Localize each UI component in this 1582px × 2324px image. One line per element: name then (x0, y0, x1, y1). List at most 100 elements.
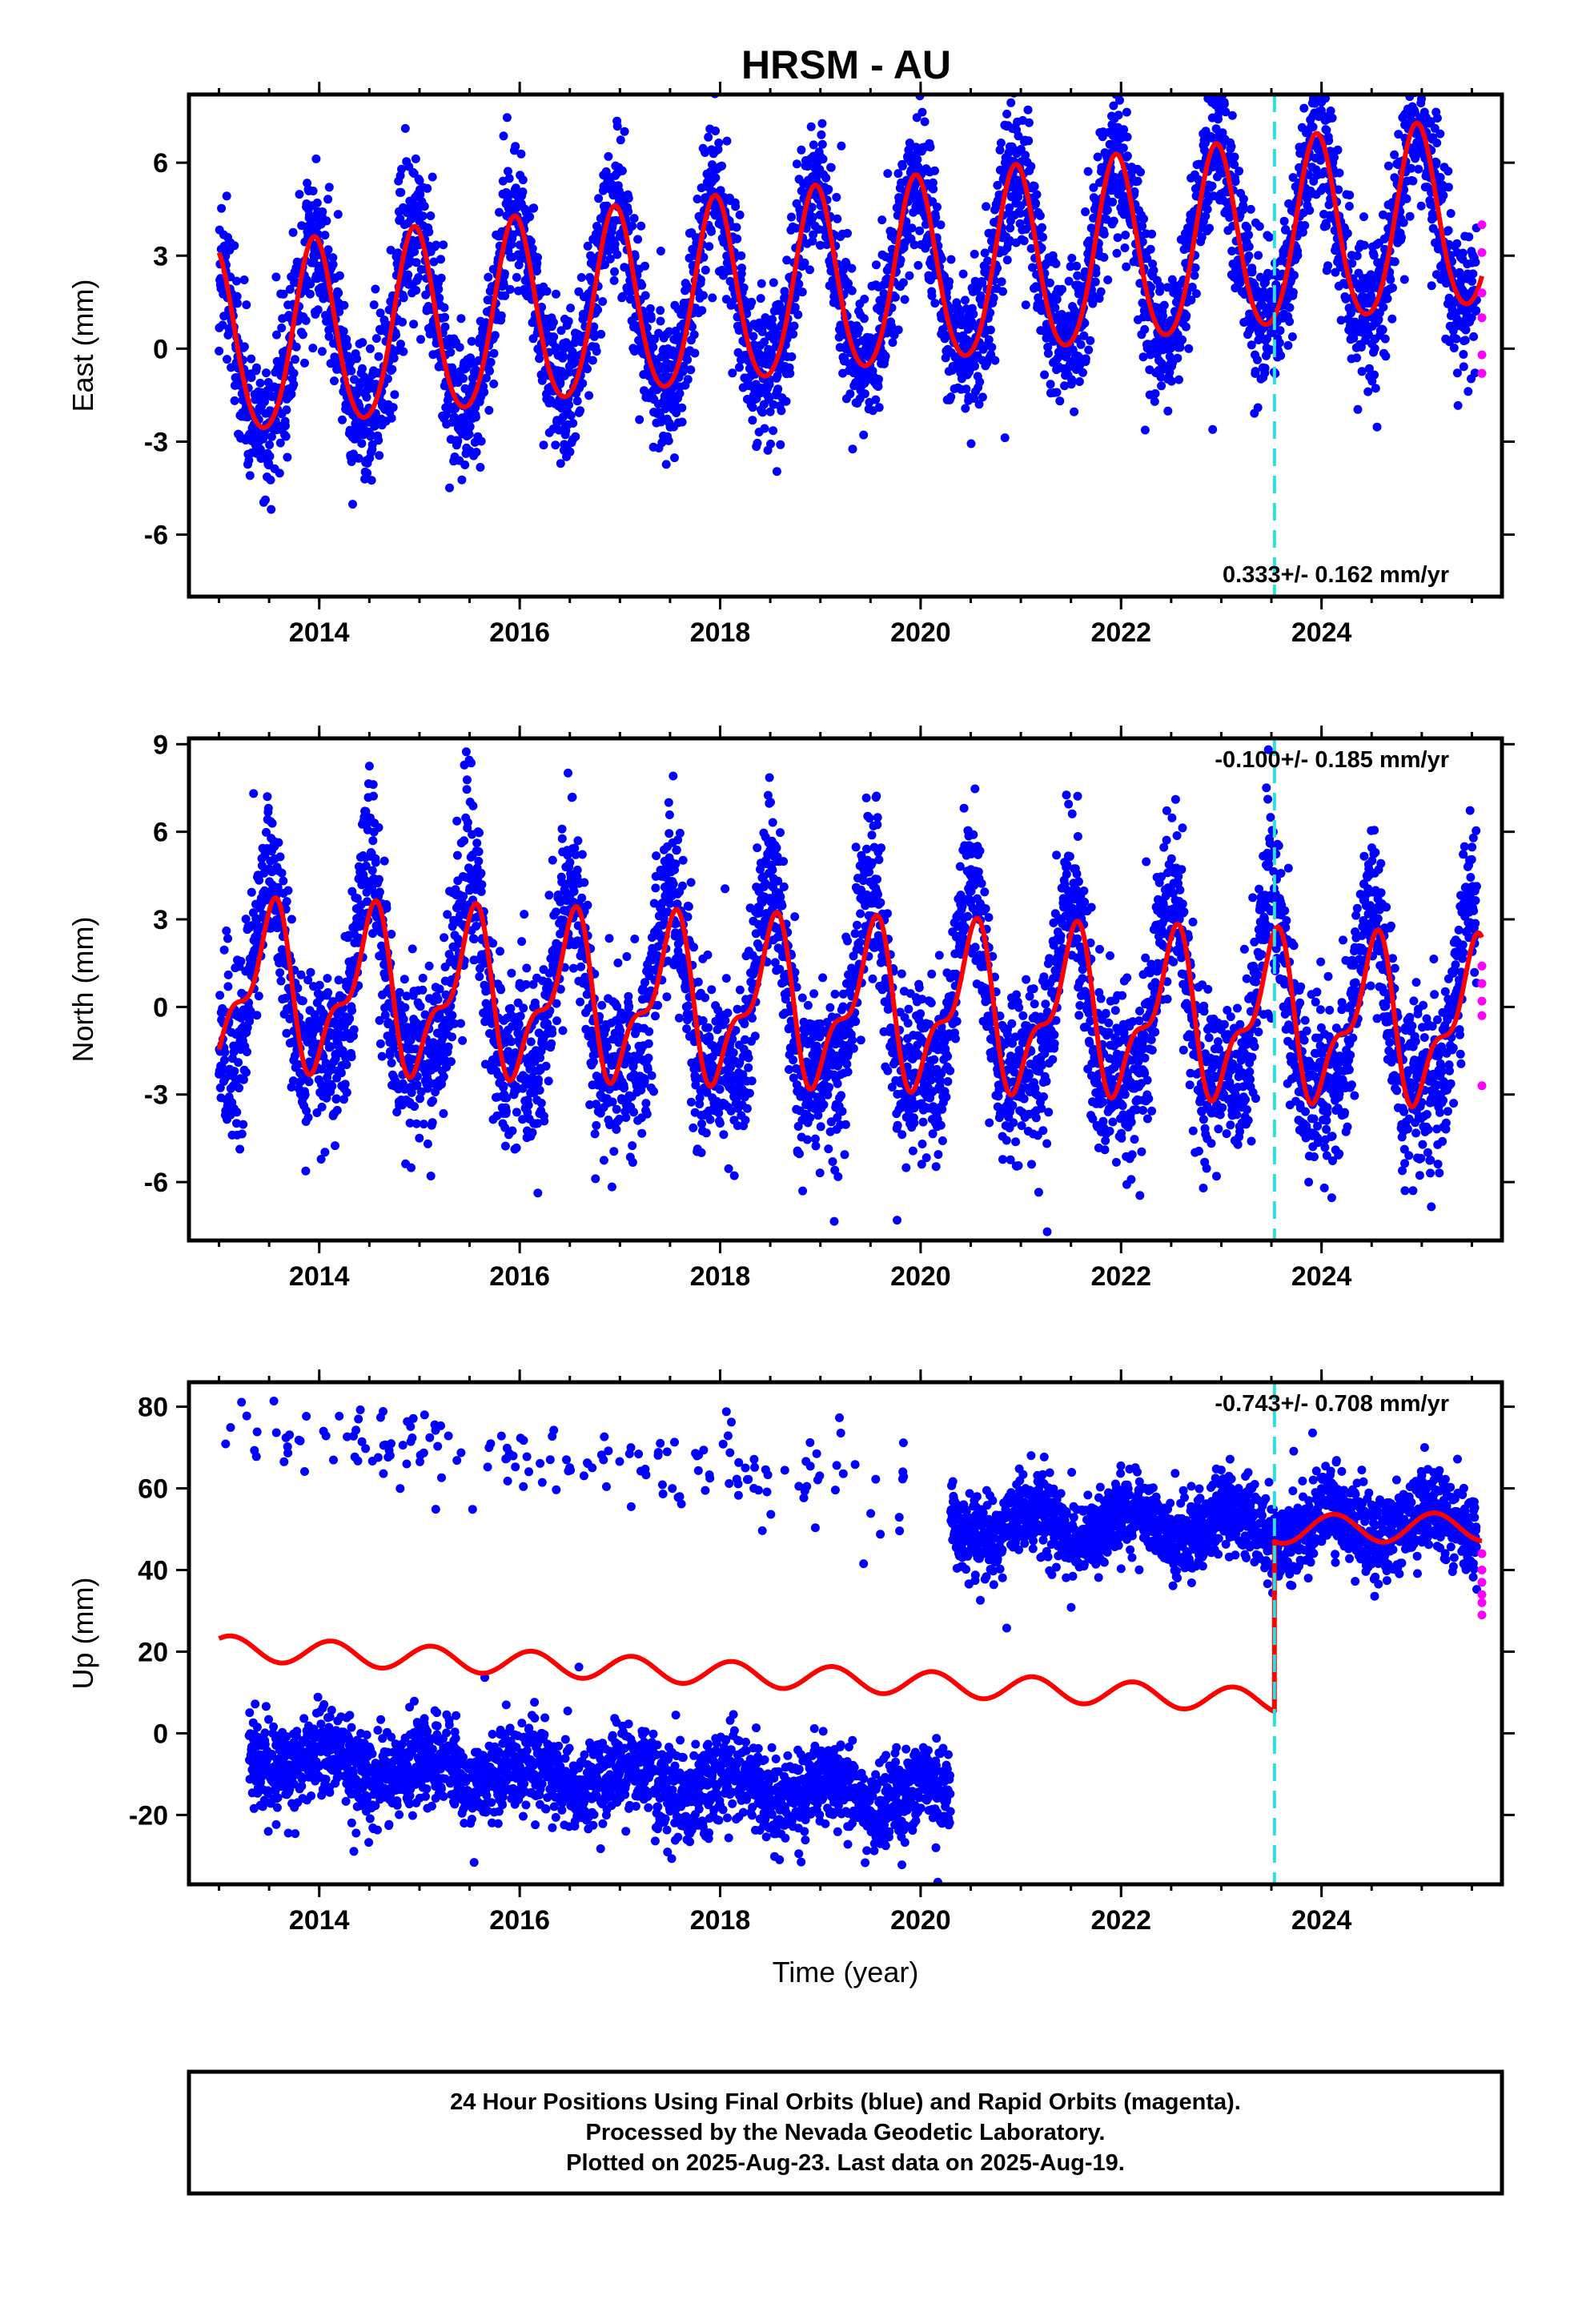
data-point-final (275, 968, 285, 978)
data-point-final (1427, 281, 1436, 291)
data-point-final (1287, 332, 1297, 341)
data-point-final (495, 207, 504, 217)
data-point-final (347, 366, 356, 376)
data-point-final (465, 422, 475, 432)
data-point-final (239, 1120, 248, 1129)
data-point-final (357, 439, 367, 448)
data-point-final (1182, 311, 1191, 320)
data-point-final (833, 214, 842, 223)
data-point-final (306, 219, 315, 229)
data-point-final (342, 335, 351, 344)
data-point-final (990, 356, 1000, 365)
data-point-final (826, 163, 836, 172)
data-point-final (1076, 340, 1086, 349)
data-point-final (1378, 325, 1387, 335)
data-point-final (335, 271, 344, 280)
data-point-final (1383, 294, 1392, 304)
data-point-final (1214, 115, 1223, 124)
data-point-final (1409, 49, 1418, 58)
data-point-final (1174, 375, 1183, 384)
data-point-final (859, 430, 869, 440)
data-point-final (1121, 231, 1130, 239)
data-point-final (1327, 113, 1337, 123)
data-point-final (1307, 75, 1315, 84)
data-point-final (640, 291, 650, 300)
data-point-final (1122, 262, 1131, 271)
data-point-final (915, 226, 925, 235)
velocity-rate-label: 0.333+/- 0.162 mm/yr (1223, 562, 1449, 588)
data-point-final (512, 272, 521, 282)
data-point-final (769, 278, 778, 287)
data-point-final (854, 324, 864, 334)
data-point-final (1139, 214, 1149, 223)
data-point-final (1081, 207, 1090, 216)
data-point-final (1352, 353, 1362, 363)
data-point-final (1114, 111, 1123, 120)
data-point-final (390, 390, 400, 400)
data-point-final (1166, 376, 1176, 386)
data-point-final (300, 358, 309, 368)
data-point-final (588, 356, 597, 365)
data-point-final (265, 452, 275, 461)
data-point-final (766, 439, 775, 448)
data-point-final (276, 976, 286, 986)
data-point-final (1443, 167, 1453, 176)
data-point-final (1067, 253, 1077, 263)
data-point-final (234, 1058, 243, 1068)
data-point-final (817, 139, 827, 149)
data-point-final (215, 991, 225, 1000)
data-point-final (434, 284, 444, 294)
data-point-final (656, 306, 665, 316)
data-point-final (1363, 387, 1373, 396)
data-point-final (1380, 334, 1390, 344)
data-point-final (1231, 177, 1240, 187)
data-point-final (481, 373, 491, 383)
data-point-final (1244, 251, 1254, 260)
data-point-final (223, 934, 232, 943)
data-point-final (515, 240, 524, 250)
data-point-final (1275, 338, 1284, 348)
data-point-final (1207, 181, 1217, 191)
data-point-final (1293, 251, 1303, 260)
data-point-final (1157, 381, 1166, 391)
data-point-final (1026, 162, 1036, 171)
data-point-final (1210, 66, 1219, 75)
data-point-final (500, 269, 509, 279)
data-point-final (1038, 232, 1047, 242)
data-point-final (1276, 351, 1286, 360)
data-point-final (312, 198, 322, 207)
data-point-final (1024, 118, 1034, 127)
data-point-final (366, 430, 375, 440)
data-point-final (1155, 281, 1165, 291)
data-point-final (266, 475, 275, 485)
data-point-final (805, 265, 814, 275)
data-point-final (1030, 182, 1039, 191)
data-point-final (389, 353, 399, 363)
data-point-final (987, 343, 997, 352)
data-point-final (558, 351, 568, 360)
data-point-final (1359, 212, 1368, 222)
data-point-final (926, 143, 935, 152)
data-point-final (1464, 387, 1473, 396)
data-point-final (832, 192, 841, 202)
data-point-final (354, 453, 363, 463)
data-point-final (472, 448, 481, 457)
data-point-final (661, 460, 671, 469)
data-point-final (440, 303, 449, 312)
data-point-final (907, 223, 917, 233)
data-point-final (704, 132, 713, 142)
data-point-final (609, 275, 619, 285)
data-point-final (731, 202, 741, 211)
data-point-final (569, 356, 579, 365)
data-point-final (1452, 368, 1462, 378)
data-point-final (330, 352, 339, 362)
data-point-final (1411, 34, 1420, 42)
data-point-final (529, 203, 539, 213)
data-point-final (1341, 294, 1351, 304)
data-point-final (283, 886, 293, 895)
data-point-final (1315, 64, 1324, 73)
data-point-final (705, 242, 714, 251)
data-point-final (817, 130, 826, 139)
data-point-final (1307, 79, 1315, 88)
